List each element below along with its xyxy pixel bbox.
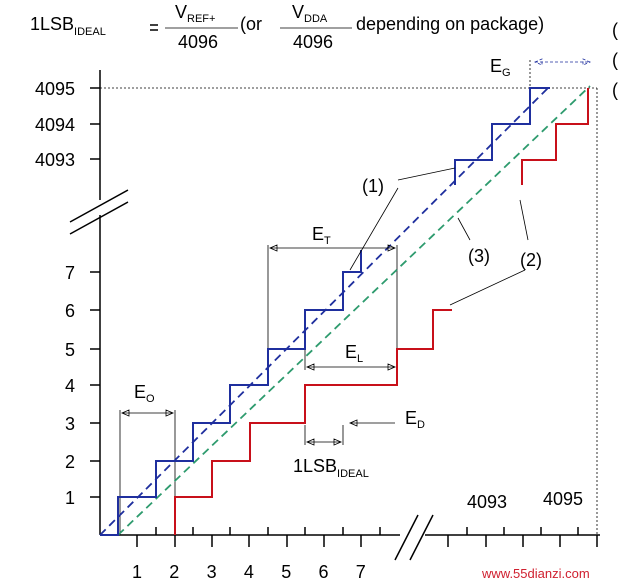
label-eg: EG bbox=[490, 56, 511, 79]
arrows bbox=[120, 58, 592, 446]
ideal-steps bbox=[100, 250, 362, 536]
y-label: 6 bbox=[65, 301, 75, 321]
x-label: 3 bbox=[207, 562, 217, 582]
axis-break bbox=[394, 514, 434, 561]
middle-line bbox=[117, 85, 591, 536]
formula-or: (or bbox=[240, 14, 262, 34]
label-lsb: 1LSBIDEAL bbox=[293, 456, 369, 480]
y-label: 2 bbox=[65, 452, 75, 472]
x-label: 6 bbox=[318, 562, 328, 582]
x-label: 7 bbox=[356, 562, 366, 582]
actual-steps bbox=[521, 88, 589, 185]
edge-mark: ( bbox=[612, 50, 618, 70]
denominator: 4096 bbox=[178, 32, 218, 52]
axis-break bbox=[69, 189, 129, 235]
x-label: 2 bbox=[169, 562, 179, 582]
numerator: VDDA bbox=[292, 2, 328, 25]
x-label: 4 bbox=[244, 562, 254, 582]
numerator: VREF+ bbox=[175, 2, 215, 25]
y-ticks bbox=[90, 87, 100, 498]
axes bbox=[99, 70, 600, 536]
y-label: 1 bbox=[65, 488, 75, 508]
denominator: 4096 bbox=[293, 32, 333, 52]
y-label: 5 bbox=[65, 340, 75, 360]
label-eo: EO bbox=[134, 382, 155, 405]
formula-lhs: 1LSBIDEAL bbox=[30, 14, 106, 38]
y-label: 4094 bbox=[35, 115, 75, 135]
label-ed: ED bbox=[405, 408, 425, 431]
actual-steps bbox=[174, 309, 452, 535]
y-label: 4093 bbox=[35, 150, 75, 170]
y-label: 4095 bbox=[35, 79, 75, 99]
label-2: (2) bbox=[520, 250, 542, 270]
x-ticks bbox=[117, 527, 598, 547]
x-label-high: 4093 bbox=[467, 492, 507, 512]
x-labels: 1 2 3 4 5 6 7 bbox=[132, 562, 366, 582]
label-el: EL bbox=[345, 342, 363, 365]
x-label: 1 bbox=[132, 562, 142, 582]
label-1: (1) bbox=[362, 176, 384, 196]
label-et: ET bbox=[312, 224, 331, 247]
watermark: www.55dianzi.com bbox=[481, 566, 590, 581]
x-label: 5 bbox=[281, 562, 291, 582]
formula-tail: depending on package) bbox=[356, 14, 544, 34]
y-label: 3 bbox=[65, 414, 75, 434]
guide bbox=[100, 60, 598, 535]
edge-mark: ( bbox=[612, 80, 618, 100]
y-label: 4 bbox=[65, 376, 75, 396]
edge-mark: ( bbox=[612, 20, 618, 40]
y-labels: 1 2 3 4 5 6 7 4093 4094 4095 bbox=[35, 79, 75, 508]
y-label: 7 bbox=[65, 263, 75, 283]
label-3: (3) bbox=[468, 246, 490, 266]
x-label-high: 4095 bbox=[543, 489, 583, 509]
ideal-steps bbox=[454, 87, 550, 185]
guide bbox=[119, 245, 398, 535]
